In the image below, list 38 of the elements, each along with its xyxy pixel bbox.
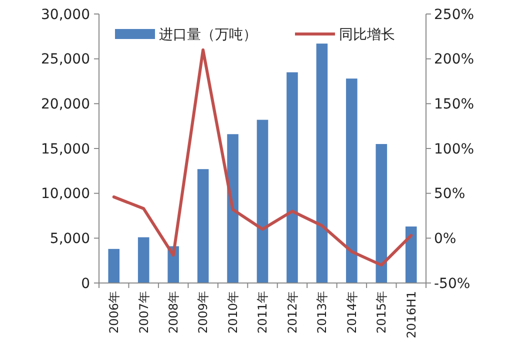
y-tick-label: 20,000 (41, 96, 90, 113)
bar (346, 78, 358, 283)
y2-tick-label: 100% (434, 141, 474, 158)
y-tick-label: 15,000 (41, 141, 90, 158)
y2-tick-label: 150% (434, 96, 474, 113)
x-tick-label: 2009年 (196, 291, 210, 334)
bar (376, 144, 388, 283)
y2-tick-label: 200% (434, 52, 474, 68)
line-series (112, 48, 413, 267)
y-tick-label: 0 (81, 276, 90, 292)
bar (405, 226, 417, 283)
y2-tick-label: 250% (434, 6, 474, 23)
bar (138, 237, 150, 283)
x-tick-label: 2007年 (136, 291, 151, 334)
x-tick-label: 2014年 (344, 291, 359, 334)
x-tick-label: 2011年 (256, 291, 270, 334)
bar (316, 44, 328, 283)
bar (256, 120, 268, 283)
bar (227, 134, 238, 283)
bar (197, 169, 209, 283)
bar (286, 72, 298, 283)
y-tick-label: 30,000 (41, 6, 90, 23)
x-tick-label: 2010年 (226, 291, 240, 334)
y2-tick-label: 0% (434, 231, 456, 248)
x-tick-label: 2006年 (107, 291, 122, 334)
y-tick-label: 25,000 (41, 52, 90, 68)
legend-label: 进口量（万吨） (159, 26, 257, 43)
x-tick-label: 2012年 (285, 291, 300, 334)
x-tick-label: 2016H1 (404, 291, 418, 338)
x-tick-label: 2015年 (374, 291, 389, 334)
y-tick-label: 5,000 (50, 231, 90, 248)
x-tick-label: 2013年 (315, 291, 330, 334)
y2-tick-label: -50% (434, 276, 470, 292)
legend-label: 同比增长 (339, 26, 395, 43)
bar (108, 248, 120, 283)
x-tick-label: 2008年 (166, 291, 181, 334)
y-tick-label: 10,000 (41, 186, 90, 202)
y2-tick-label: 50% (434, 186, 466, 202)
